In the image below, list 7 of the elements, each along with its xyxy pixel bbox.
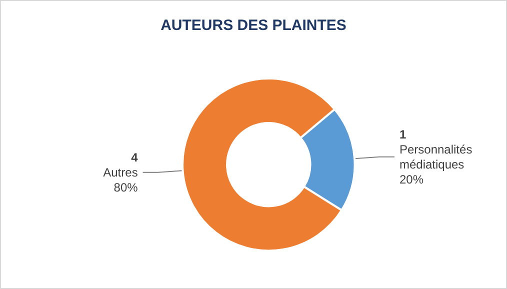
data-label: 20% [399, 172, 424, 186]
slice-label: Personnalités médiatiques [399, 142, 476, 172]
text: 4 [131, 150, 138, 164]
data-label: 80% [114, 180, 138, 194]
slice-label: Autres [103, 165, 138, 180]
text: 1 [399, 127, 406, 142]
chart-title: AUTEURS DES PLAINTES [160, 17, 346, 34]
